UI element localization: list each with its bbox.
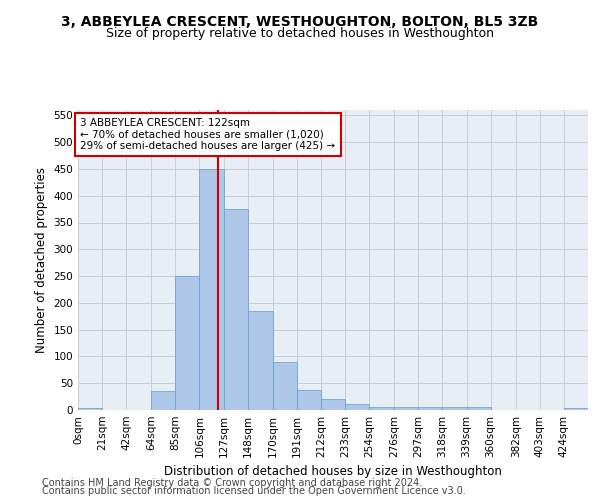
Text: Contains HM Land Registry data © Crown copyright and database right 2024.: Contains HM Land Registry data © Crown c… xyxy=(42,478,422,488)
Bar xyxy=(345,404,369,410)
Y-axis label: Number of detached properties: Number of detached properties xyxy=(35,167,48,353)
Bar xyxy=(297,390,321,410)
Bar xyxy=(564,408,588,410)
Text: 3, ABBEYLEA CRESCENT, WESTHOUGHTON, BOLTON, BL5 3ZB: 3, ABBEYLEA CRESCENT, WESTHOUGHTON, BOLT… xyxy=(61,15,539,29)
Bar xyxy=(442,407,467,410)
Bar xyxy=(175,276,199,410)
Bar xyxy=(418,408,442,410)
Bar xyxy=(273,362,297,410)
Bar xyxy=(151,391,175,410)
Bar xyxy=(248,311,273,410)
Text: Size of property relative to detached houses in Westhoughton: Size of property relative to detached ho… xyxy=(106,28,494,40)
Text: Contains public sector information licensed under the Open Government Licence v3: Contains public sector information licen… xyxy=(42,486,466,496)
Bar xyxy=(369,407,394,410)
Bar xyxy=(199,169,224,410)
Bar xyxy=(224,209,248,410)
Bar xyxy=(78,408,102,410)
X-axis label: Distribution of detached houses by size in Westhoughton: Distribution of detached houses by size … xyxy=(164,466,502,478)
Bar xyxy=(467,408,491,410)
Text: 3 ABBEYLEA CRESCENT: 122sqm
← 70% of detached houses are smaller (1,020)
29% of : 3 ABBEYLEA CRESCENT: 122sqm ← 70% of det… xyxy=(80,118,335,151)
Bar xyxy=(394,407,418,410)
Bar xyxy=(321,400,345,410)
